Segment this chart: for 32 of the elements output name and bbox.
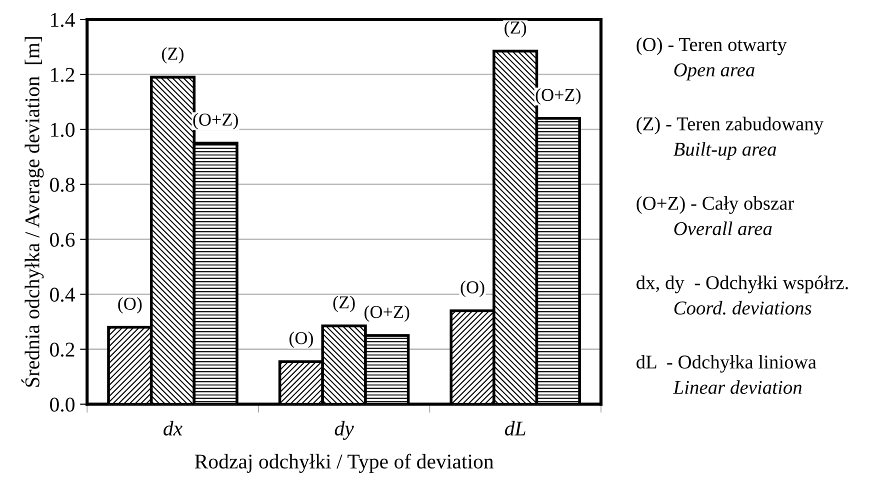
text: (Z) xyxy=(504,20,526,38)
text: (Z) - Teren zabudowany xyxy=(636,116,824,134)
series-label: (O+Z) xyxy=(536,88,581,105)
text: dx, dy - Odchyłki współrz. xyxy=(636,276,848,294)
text: (O) xyxy=(118,297,142,314)
x-tick-label: dL xyxy=(504,420,526,436)
x-axis-title: Rodzaj odchyłki / Type of deviation xyxy=(194,454,494,473)
y-tick-label: 0.6 xyxy=(50,232,75,247)
text: dL - Odchyłka liniowa xyxy=(636,354,816,373)
text: Built-up area xyxy=(673,142,776,160)
x-tick-label: dy xyxy=(334,420,354,440)
series-label: (O) xyxy=(460,280,484,298)
y-tick-label: 0.2 xyxy=(50,342,74,357)
text: Open area xyxy=(674,63,754,80)
text: (O+Z) xyxy=(193,113,238,130)
y-tick-label: 1.0 xyxy=(51,122,74,137)
text: (O) - Teren otwarty xyxy=(636,37,787,56)
text: Overall area xyxy=(674,222,772,236)
text: (Z) xyxy=(333,296,355,312)
text: Coord. deviations xyxy=(674,300,812,315)
y-tick-label: 0.4 xyxy=(50,288,75,302)
y-axis-title: Średnia odchyłka / Average deviation [m] xyxy=(21,37,44,387)
text: (O+Z) xyxy=(364,305,410,322)
series-label: (Z) xyxy=(162,47,184,64)
x-tick-label: dx xyxy=(164,420,182,436)
y-tick-label: 0.8 xyxy=(50,178,74,192)
text: Linear deviation xyxy=(673,380,802,394)
text: (O) xyxy=(289,332,313,348)
text: (O+Z) - Cały obszar xyxy=(636,196,794,214)
y-tick-label: 0.0 xyxy=(50,398,74,412)
y-tick-label: 1.4 xyxy=(51,12,75,28)
y-tick-label: 1.2 xyxy=(51,68,74,82)
